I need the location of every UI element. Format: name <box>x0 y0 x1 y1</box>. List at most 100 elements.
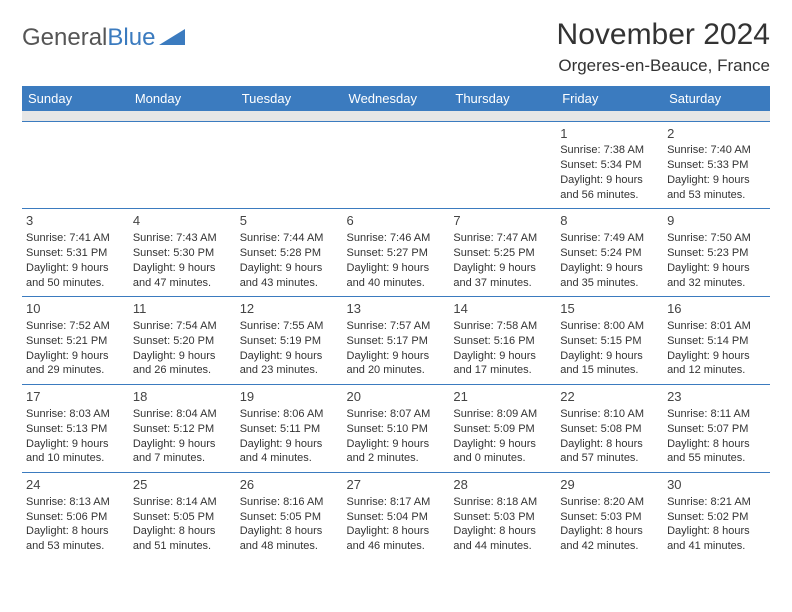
calendar-day: 29Sunrise: 8:20 AMSunset: 5:03 PMDayligh… <box>556 473 663 560</box>
day-header: Saturday <box>663 86 770 111</box>
header-spacer <box>22 111 770 121</box>
calendar-day: 5Sunrise: 7:44 AMSunset: 5:28 PMDaylight… <box>236 209 343 297</box>
logo-text-blue: Blue <box>107 24 155 52</box>
daylight-text: and 53 minutes. <box>667 188 766 203</box>
sunset-text: Sunset: 5:02 PM <box>667 510 766 525</box>
daylight-text: Daylight: 9 hours <box>26 437 125 452</box>
sunset-text: Sunset: 5:17 PM <box>347 334 446 349</box>
daylight-text: Daylight: 9 hours <box>133 261 232 276</box>
calendar-day-empty <box>129 121 236 209</box>
day-number: 30 <box>667 476 766 494</box>
calendar-day: 1Sunrise: 7:38 AMSunset: 5:34 PMDaylight… <box>556 121 663 209</box>
calendar-day: 27Sunrise: 8:17 AMSunset: 5:04 PMDayligh… <box>343 473 450 560</box>
calendar-day: 19Sunrise: 8:06 AMSunset: 5:11 PMDayligh… <box>236 385 343 473</box>
sunrise-text: Sunrise: 8:16 AM <box>240 495 339 510</box>
header: GeneralBlue November 2024 Orgeres-en-Bea… <box>22 18 770 76</box>
sunset-text: Sunset: 5:24 PM <box>560 246 659 261</box>
title-block: November 2024 Orgeres-en-Beauce, France <box>557 18 770 76</box>
daylight-text: and 26 minutes. <box>133 363 232 378</box>
calendar-day: 12Sunrise: 7:55 AMSunset: 5:19 PMDayligh… <box>236 297 343 385</box>
sunset-text: Sunset: 5:33 PM <box>667 158 766 173</box>
sunrise-text: Sunrise: 7:40 AM <box>667 143 766 158</box>
calendar-day: 22Sunrise: 8:10 AMSunset: 5:08 PMDayligh… <box>556 385 663 473</box>
day-header: Sunday <box>22 86 129 111</box>
calendar-day: 14Sunrise: 7:58 AMSunset: 5:16 PMDayligh… <box>449 297 556 385</box>
sunrise-text: Sunrise: 8:13 AM <box>26 495 125 510</box>
sunset-text: Sunset: 5:30 PM <box>133 246 232 261</box>
day-number: 16 <box>667 300 766 318</box>
daylight-text: Daylight: 9 hours <box>347 349 446 364</box>
sunrise-text: Sunrise: 7:50 AM <box>667 231 766 246</box>
day-number: 4 <box>133 212 232 230</box>
calendar-day: 23Sunrise: 8:11 AMSunset: 5:07 PMDayligh… <box>663 385 770 473</box>
daylight-text: Daylight: 9 hours <box>667 173 766 188</box>
daylight-text: Daylight: 8 hours <box>560 524 659 539</box>
sunset-text: Sunset: 5:34 PM <box>560 158 659 173</box>
month-title: November 2024 <box>557 18 770 52</box>
calendar-day: 26Sunrise: 8:16 AMSunset: 5:05 PMDayligh… <box>236 473 343 560</box>
calendar-day: 13Sunrise: 7:57 AMSunset: 5:17 PMDayligh… <box>343 297 450 385</box>
sunrise-text: Sunrise: 7:46 AM <box>347 231 446 246</box>
daylight-text: and 55 minutes. <box>667 451 766 466</box>
sunrise-text: Sunrise: 7:44 AM <box>240 231 339 246</box>
day-number: 23 <box>667 388 766 406</box>
calendar-week: 17Sunrise: 8:03 AMSunset: 5:13 PMDayligh… <box>22 385 770 473</box>
day-header: Thursday <box>449 86 556 111</box>
day-number: 15 <box>560 300 659 318</box>
daylight-text: and 56 minutes. <box>560 188 659 203</box>
sunrise-text: Sunrise: 8:06 AM <box>240 407 339 422</box>
calendar-day: 25Sunrise: 8:14 AMSunset: 5:05 PMDayligh… <box>129 473 236 560</box>
calendar-week: 1Sunrise: 7:38 AMSunset: 5:34 PMDaylight… <box>22 121 770 209</box>
sunrise-text: Sunrise: 8:00 AM <box>560 319 659 334</box>
daylight-text: and 57 minutes. <box>560 451 659 466</box>
day-header: Monday <box>129 86 236 111</box>
sunrise-text: Sunrise: 7:57 AM <box>347 319 446 334</box>
daylight-text: Daylight: 8 hours <box>133 524 232 539</box>
logo-text-gray: General <box>22 24 107 52</box>
sunset-text: Sunset: 5:05 PM <box>240 510 339 525</box>
daylight-text: Daylight: 9 hours <box>347 261 446 276</box>
daylight-text: Daylight: 9 hours <box>453 261 552 276</box>
day-number: 25 <box>133 476 232 494</box>
daylight-text: Daylight: 9 hours <box>560 261 659 276</box>
daylight-text: and 44 minutes. <box>453 539 552 554</box>
sunset-text: Sunset: 5:11 PM <box>240 422 339 437</box>
location: Orgeres-en-Beauce, France <box>557 56 770 76</box>
day-number: 14 <box>453 300 552 318</box>
day-number: 26 <box>240 476 339 494</box>
sunset-text: Sunset: 5:28 PM <box>240 246 339 261</box>
sunrise-text: Sunrise: 8:14 AM <box>133 495 232 510</box>
calendar-day: 18Sunrise: 8:04 AMSunset: 5:12 PMDayligh… <box>129 385 236 473</box>
sunset-text: Sunset: 5:09 PM <box>453 422 552 437</box>
sunrise-text: Sunrise: 7:55 AM <box>240 319 339 334</box>
day-number: 22 <box>560 388 659 406</box>
sunrise-text: Sunrise: 8:17 AM <box>347 495 446 510</box>
day-number: 10 <box>26 300 125 318</box>
sunrise-text: Sunrise: 8:03 AM <box>26 407 125 422</box>
daylight-text: and 10 minutes. <box>26 451 125 466</box>
daylight-text: and 43 minutes. <box>240 276 339 291</box>
sunset-text: Sunset: 5:15 PM <box>560 334 659 349</box>
day-number: 1 <box>560 125 659 143</box>
calendar-day: 6Sunrise: 7:46 AMSunset: 5:27 PMDaylight… <box>343 209 450 297</box>
daylight-text: and 51 minutes. <box>133 539 232 554</box>
sunset-text: Sunset: 5:06 PM <box>26 510 125 525</box>
daylight-text: Daylight: 9 hours <box>133 349 232 364</box>
calendar-day: 10Sunrise: 7:52 AMSunset: 5:21 PMDayligh… <box>22 297 129 385</box>
daylight-text: Daylight: 9 hours <box>560 173 659 188</box>
sunset-text: Sunset: 5:16 PM <box>453 334 552 349</box>
sunrise-text: Sunrise: 7:43 AM <box>133 231 232 246</box>
sunset-text: Sunset: 5:04 PM <box>347 510 446 525</box>
day-number: 11 <box>133 300 232 318</box>
calendar-day: 24Sunrise: 8:13 AMSunset: 5:06 PMDayligh… <box>22 473 129 560</box>
calendar-day: 4Sunrise: 7:43 AMSunset: 5:30 PMDaylight… <box>129 209 236 297</box>
calendar-body: 1Sunrise: 7:38 AMSunset: 5:34 PMDaylight… <box>22 111 770 560</box>
calendar-week: 24Sunrise: 8:13 AMSunset: 5:06 PMDayligh… <box>22 473 770 560</box>
day-number: 29 <box>560 476 659 494</box>
daylight-text: Daylight: 8 hours <box>667 524 766 539</box>
sunset-text: Sunset: 5:20 PM <box>133 334 232 349</box>
sunset-text: Sunset: 5:12 PM <box>133 422 232 437</box>
sunrise-text: Sunrise: 7:54 AM <box>133 319 232 334</box>
daylight-text: and 46 minutes. <box>347 539 446 554</box>
sunrise-text: Sunrise: 8:07 AM <box>347 407 446 422</box>
